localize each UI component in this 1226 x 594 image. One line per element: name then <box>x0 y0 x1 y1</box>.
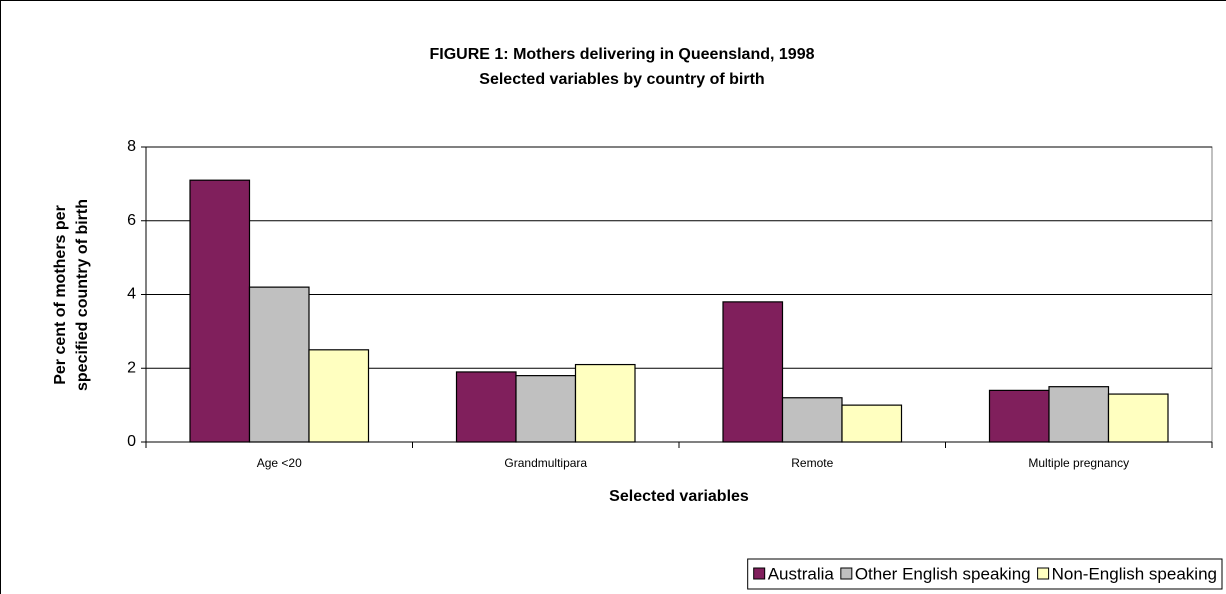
x-tick-label: Age <20 <box>257 456 302 470</box>
legend: Australia Other English speaking Non-Engli… <box>747 558 1223 590</box>
bar <box>189 179 251 443</box>
y-tick-label: 0 <box>127 433 136 450</box>
bar <box>574 363 636 443</box>
chart-subtitle: Selected variables by country of birth <box>479 71 764 88</box>
y-tick-label: 2 <box>127 359 136 376</box>
legend-box <box>747 558 1223 590</box>
y-tick-label: 8 <box>127 138 136 155</box>
legend-swatch <box>840 567 853 580</box>
bar <box>1107 393 1169 443</box>
bar <box>841 404 903 443</box>
y-tick-label: 4 <box>127 286 136 303</box>
y-axis-label-line: Per cent of mothers per <box>52 205 69 385</box>
x-axis-label: Selected variables <box>609 488 749 505</box>
bar <box>515 375 577 443</box>
y-tick-label: 6 <box>127 212 136 229</box>
bar <box>248 286 310 443</box>
legend-label: Non-English speaking <box>1052 564 1217 583</box>
bar <box>308 349 370 443</box>
bar <box>1048 386 1110 443</box>
y-axis-label-line: specified country of birth <box>74 199 91 391</box>
bar <box>988 389 1050 443</box>
y-axis-label: Per cent of mothers per specified countr… <box>52 199 91 391</box>
x-tick-label: Remote <box>791 456 833 470</box>
bar <box>455 371 517 443</box>
legend-label: Other English speaking <box>855 564 1031 583</box>
chart-title: FIGURE 1: Mothers delivering in Queensla… <box>430 46 815 63</box>
legend-label: Australia <box>768 564 835 583</box>
bar <box>781 397 843 443</box>
legend-swatch <box>753 567 766 580</box>
bar <box>722 301 784 443</box>
x-tick-label: Grandmultipara <box>504 456 587 470</box>
legend-swatch <box>1037 567 1050 580</box>
x-tick-label: Multiple pregnancy <box>1028 456 1129 470</box>
